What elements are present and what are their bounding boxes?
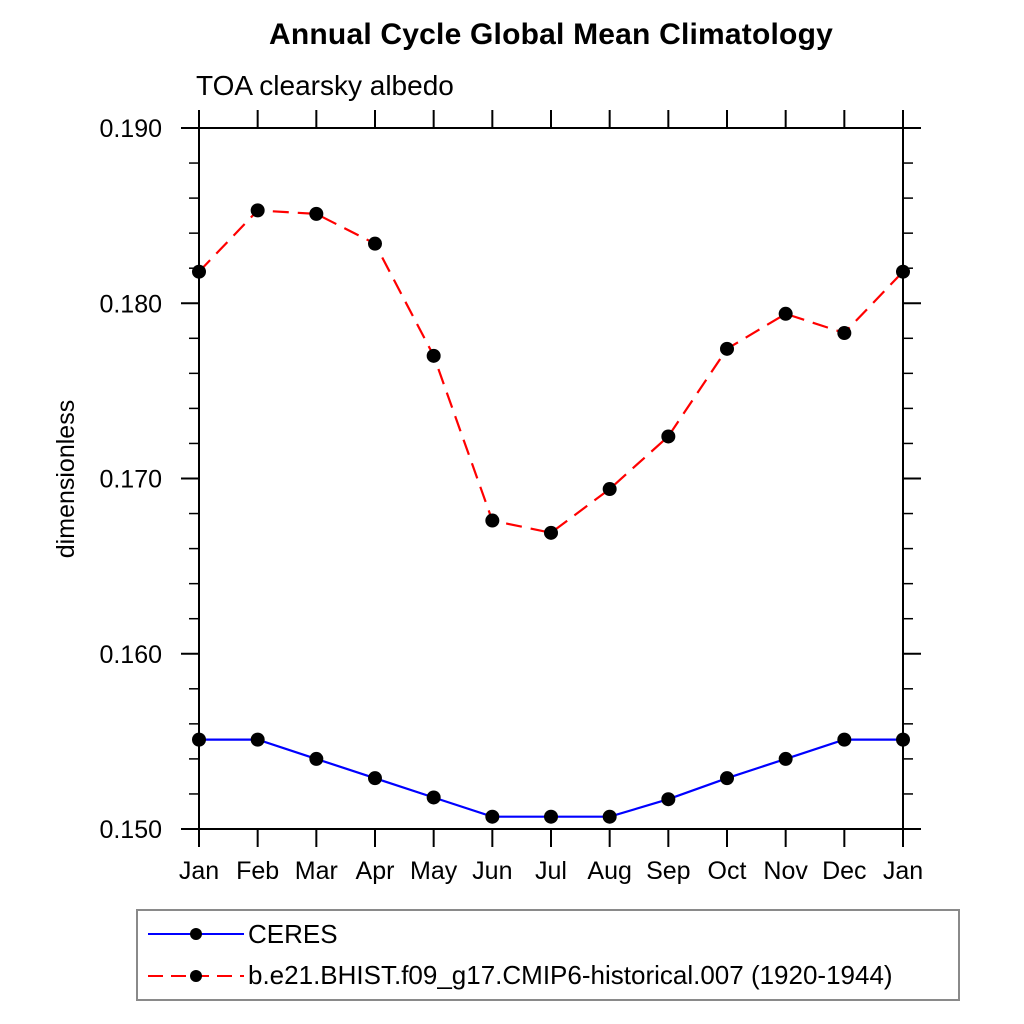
data-point	[661, 792, 676, 807]
data-point	[602, 809, 617, 824]
x-tick-label: Jan	[179, 857, 219, 885]
series-markers-ceres	[192, 732, 910, 824]
data-point	[896, 264, 910, 279]
y-tick-labels: 0.150 0.160 0.170 0.180 0.190	[99, 115, 162, 844]
series-markers-model	[192, 203, 910, 540]
data-point	[192, 264, 206, 279]
x-tick-label: Nov	[763, 857, 808, 885]
data-point	[368, 771, 382, 786]
data-point	[720, 771, 734, 786]
x-tick-label: Dec	[822, 857, 866, 885]
y-tick-label: 0.170	[99, 466, 162, 494]
data-point	[778, 751, 793, 766]
data-point	[720, 341, 734, 356]
x-tick-label: Oct	[708, 857, 747, 885]
data-point	[544, 525, 558, 540]
data-point	[368, 236, 382, 251]
legend-line-sample-model	[148, 969, 244, 982]
x-tick-label: Jan	[883, 857, 923, 885]
x-tick-label: Mar	[295, 857, 338, 885]
data-point	[602, 482, 617, 497]
x-tick-label: Aug	[587, 857, 631, 885]
data-point	[544, 809, 558, 824]
data-point	[485, 809, 500, 824]
chart-subtitle: TOA clearsky albedo	[196, 70, 454, 101]
legend-line-sample-ceres	[148, 928, 244, 941]
x-tick-label: Apr	[356, 857, 395, 885]
y-minor-ticks	[189, 162, 913, 795]
chart-title: Annual Cycle Global Mean Climatology	[269, 18, 833, 51]
data-point	[426, 348, 441, 363]
x-tick-labels: Jan Feb Mar Apr May Jun Jul Aug Sep Oct Nov Dec Jan	[179, 857, 923, 885]
x-tick-label: May	[410, 857, 458, 885]
legend-label-model: b.e21.BHIST.f09_g17.CMIP6-historical.007…	[248, 960, 893, 991]
x-tick-label: Jul	[535, 857, 567, 885]
data-point	[309, 751, 324, 766]
data-point	[778, 306, 793, 321]
legend-entry-model: b.e21.BHIST.f09_g17.CMIP6-historical.007…	[144, 958, 958, 994]
y-tick-label: 0.160	[99, 641, 162, 669]
y-tick-label: 0.150	[99, 816, 162, 844]
data-point	[250, 203, 265, 218]
legend-box: CERES b.e21.BHIST.f09_g17.CMIP6-historic…	[136, 909, 960, 1001]
y-major-ticks	[181, 127, 921, 830]
data-point	[837, 326, 852, 341]
data-point	[309, 206, 324, 221]
y-tick-label: 0.180	[99, 290, 162, 318]
data-point	[426, 790, 441, 805]
series-line-ceres	[199, 738, 903, 818]
data-point	[485, 513, 500, 528]
x-tick-label: Sep	[646, 857, 690, 885]
x-ticks	[198, 110, 904, 847]
data-point	[192, 732, 206, 747]
data-point	[896, 732, 910, 747]
y-tick-label: 0.190	[99, 115, 162, 143]
legend-marker-dot	[190, 969, 202, 982]
x-tick-label: Jun	[472, 857, 512, 885]
x-tick-label: Feb	[236, 857, 279, 885]
data-point	[837, 732, 852, 747]
series-line-model	[198, 209, 904, 534]
data-point	[661, 429, 676, 444]
legend-label-ceres: CERES	[248, 918, 338, 949]
data-point	[250, 732, 265, 747]
legend-marker-dot	[190, 928, 202, 941]
legend-entry-ceres: CERES	[144, 916, 958, 952]
plot-frame	[198, 127, 904, 830]
